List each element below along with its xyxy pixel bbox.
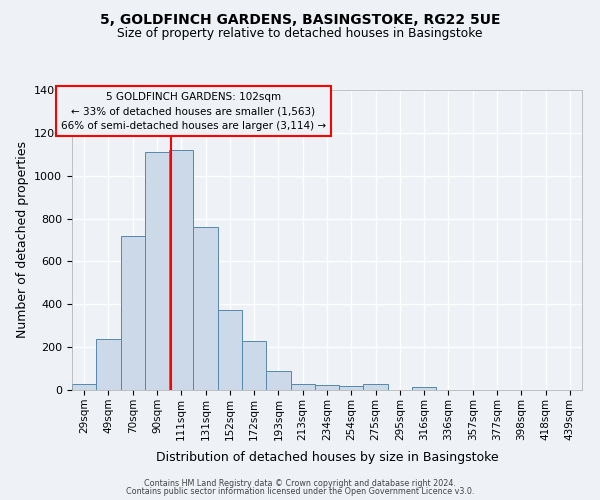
Text: 5 GOLDFINCH GARDENS: 102sqm
← 33% of detached houses are smaller (1,563)
66% of : 5 GOLDFINCH GARDENS: 102sqm ← 33% of det… bbox=[61, 92, 326, 131]
Text: 5, GOLDFINCH GARDENS, BASINGSTOKE, RG22 5UE: 5, GOLDFINCH GARDENS, BASINGSTOKE, RG22 … bbox=[100, 12, 500, 26]
Y-axis label: Number of detached properties: Number of detached properties bbox=[16, 142, 29, 338]
Bar bbox=[364, 384, 388, 390]
Bar bbox=[266, 370, 290, 390]
Bar bbox=[315, 384, 339, 390]
Text: Contains public sector information licensed under the Open Government Licence v3: Contains public sector information licen… bbox=[126, 487, 474, 496]
Bar bbox=[412, 387, 436, 390]
Bar bbox=[145, 152, 169, 390]
X-axis label: Distribution of detached houses by size in Basingstoke: Distribution of detached houses by size … bbox=[155, 451, 499, 464]
Bar bbox=[169, 150, 193, 390]
Bar bbox=[72, 384, 96, 390]
Bar bbox=[242, 340, 266, 390]
Bar bbox=[218, 310, 242, 390]
Text: Size of property relative to detached houses in Basingstoke: Size of property relative to detached ho… bbox=[117, 28, 483, 40]
Bar bbox=[96, 338, 121, 390]
Bar bbox=[121, 236, 145, 390]
Bar bbox=[290, 384, 315, 390]
Bar bbox=[339, 386, 364, 390]
Text: Contains HM Land Registry data © Crown copyright and database right 2024.: Contains HM Land Registry data © Crown c… bbox=[144, 478, 456, 488]
Bar bbox=[193, 227, 218, 390]
